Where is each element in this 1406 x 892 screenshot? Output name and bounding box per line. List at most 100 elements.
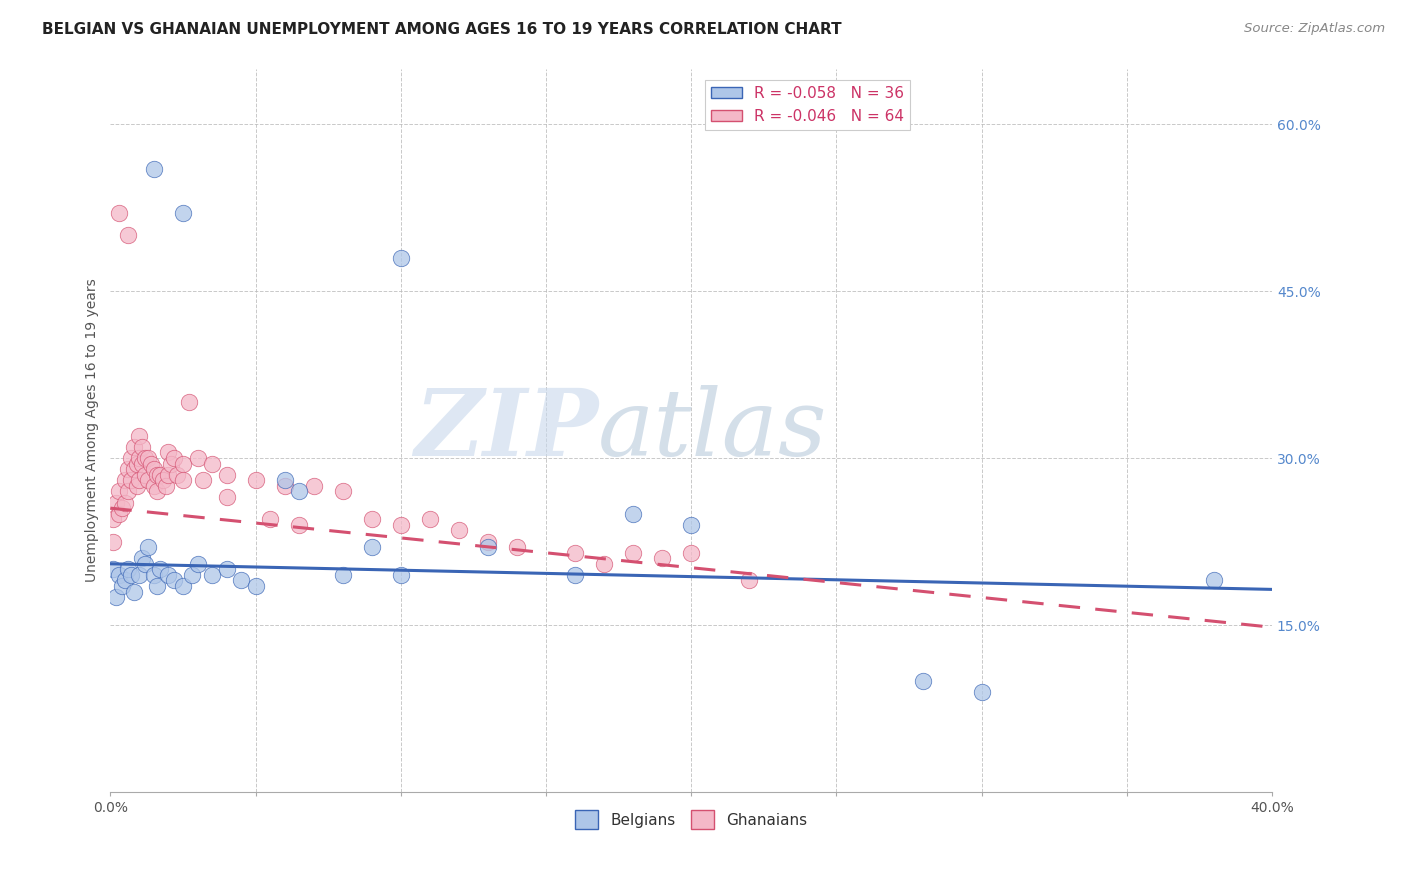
- Point: [146, 467, 169, 482]
- Point: [621, 507, 644, 521]
- Point: [128, 429, 150, 443]
- Point: [157, 445, 180, 459]
- Point: [128, 568, 150, 582]
- Point: [143, 479, 166, 493]
- Point: [477, 540, 499, 554]
- Point: [1202, 574, 1225, 588]
- Point: [105, 590, 128, 604]
- Point: [146, 484, 169, 499]
- Point: [201, 568, 224, 582]
- Point: [160, 457, 183, 471]
- Point: [134, 467, 156, 482]
- Point: [681, 546, 703, 560]
- Point: [564, 546, 586, 560]
- Point: [105, 495, 128, 509]
- Point: [288, 517, 311, 532]
- Point: [125, 457, 148, 471]
- Point: [108, 206, 131, 220]
- Point: [273, 473, 295, 487]
- Point: [131, 440, 153, 454]
- Point: [360, 512, 382, 526]
- Point: [245, 579, 267, 593]
- Point: [122, 440, 145, 454]
- Point: [288, 484, 311, 499]
- Point: [136, 473, 159, 487]
- Point: [143, 161, 166, 176]
- Point: [149, 562, 172, 576]
- Point: [215, 467, 238, 482]
- Point: [172, 457, 194, 471]
- Point: [259, 512, 281, 526]
- Text: BELGIAN VS GHANAIAN UNEMPLOYMENT AMONG AGES 16 TO 19 YEARS CORRELATION CHART: BELGIAN VS GHANAIAN UNEMPLOYMENT AMONG A…: [42, 22, 842, 37]
- Point: [131, 457, 153, 471]
- Point: [103, 562, 125, 576]
- Point: [201, 457, 224, 471]
- Point: [155, 479, 177, 493]
- Point: [332, 484, 354, 499]
- Point: [389, 568, 412, 582]
- Point: [229, 574, 252, 588]
- Point: [163, 451, 186, 466]
- Point: [564, 568, 586, 582]
- Text: atlas: atlas: [599, 385, 828, 475]
- Point: [273, 479, 295, 493]
- Point: [122, 462, 145, 476]
- Point: [302, 479, 325, 493]
- Point: [117, 484, 139, 499]
- Point: [125, 479, 148, 493]
- Point: [128, 473, 150, 487]
- Point: [360, 540, 382, 554]
- Point: [134, 557, 156, 571]
- Point: [970, 685, 993, 699]
- Point: [389, 251, 412, 265]
- Point: [143, 568, 166, 582]
- Point: [332, 568, 354, 582]
- Point: [117, 562, 139, 576]
- Point: [108, 484, 131, 499]
- Point: [131, 551, 153, 566]
- Point: [447, 524, 470, 538]
- Text: ZIP: ZIP: [413, 385, 599, 475]
- Point: [621, 546, 644, 560]
- Text: Source: ZipAtlas.com: Source: ZipAtlas.com: [1244, 22, 1385, 36]
- Point: [166, 467, 188, 482]
- Point: [389, 517, 412, 532]
- Point: [103, 512, 125, 526]
- Point: [172, 579, 194, 593]
- Point: [738, 574, 761, 588]
- Point: [180, 568, 202, 582]
- Point: [120, 568, 142, 582]
- Point: [172, 473, 194, 487]
- Point: [651, 551, 673, 566]
- Point: [152, 473, 174, 487]
- Point: [136, 451, 159, 466]
- Point: [120, 451, 142, 466]
- Point: [177, 395, 200, 409]
- Point: [143, 462, 166, 476]
- Legend: Belgians, Ghanaians: Belgians, Ghanaians: [569, 804, 813, 835]
- Point: [172, 206, 194, 220]
- Point: [139, 457, 162, 471]
- Point: [215, 490, 238, 504]
- Point: [117, 228, 139, 243]
- Point: [134, 451, 156, 466]
- Point: [114, 495, 136, 509]
- Point: [117, 462, 139, 476]
- Point: [419, 512, 441, 526]
- Y-axis label: Unemployment Among Ages 16 to 19 years: Unemployment Among Ages 16 to 19 years: [86, 278, 100, 582]
- Point: [681, 517, 703, 532]
- Point: [157, 467, 180, 482]
- Point: [186, 451, 208, 466]
- Point: [245, 473, 267, 487]
- Point: [111, 501, 134, 516]
- Point: [593, 557, 616, 571]
- Point: [163, 574, 186, 588]
- Point: [149, 467, 172, 482]
- Point: [215, 562, 238, 576]
- Point: [506, 540, 529, 554]
- Point: [146, 579, 169, 593]
- Point: [108, 507, 131, 521]
- Point: [114, 574, 136, 588]
- Point: [111, 579, 134, 593]
- Point: [128, 451, 150, 466]
